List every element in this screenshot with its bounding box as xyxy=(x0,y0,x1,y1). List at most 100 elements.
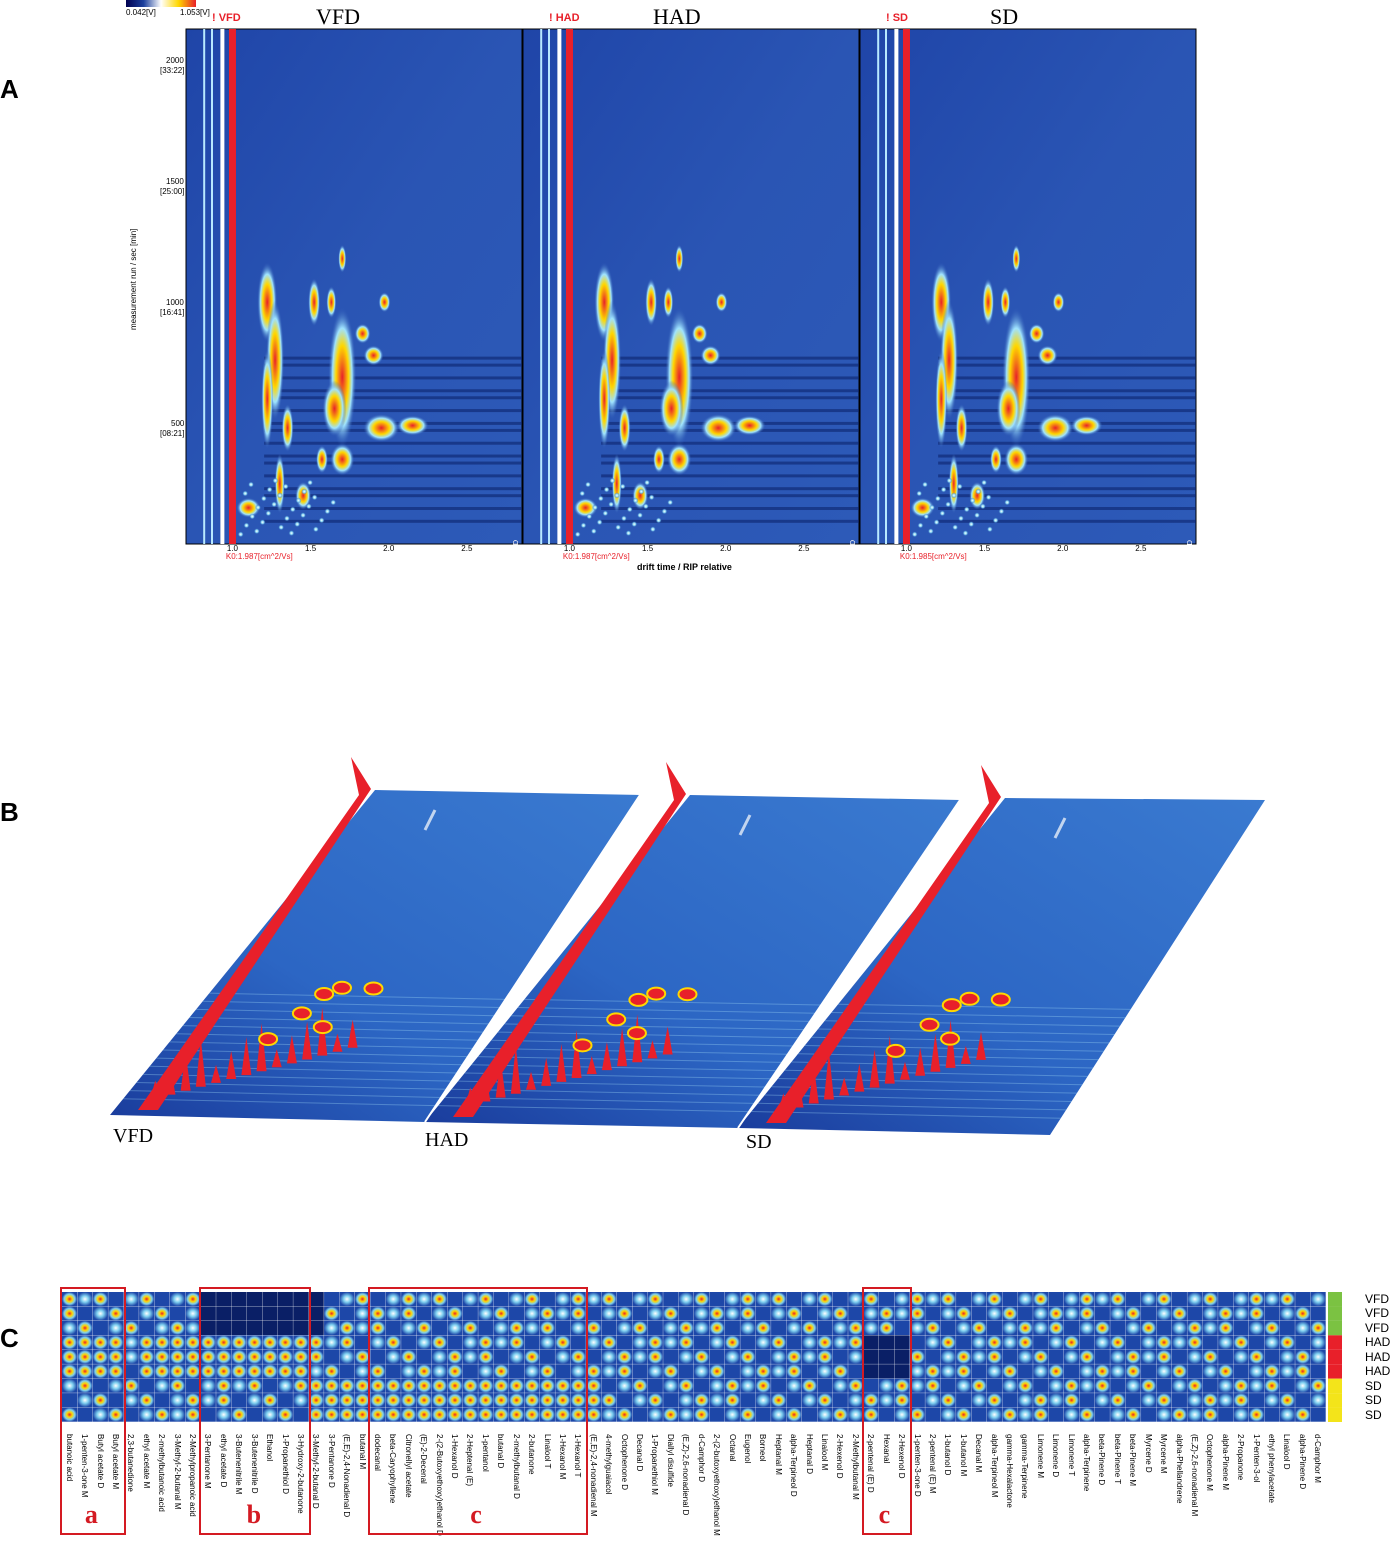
compound-peak xyxy=(715,292,728,313)
heatmap-area xyxy=(185,28,523,545)
fingerprint-cell xyxy=(1279,1335,1295,1350)
fingerprint-cell xyxy=(509,1306,525,1321)
fingerprint-cell xyxy=(555,1292,571,1307)
column-header: alpha-Pinene D xyxy=(1297,1434,1307,1490)
fingerprint-cell xyxy=(570,1292,586,1307)
background-band xyxy=(264,454,522,458)
fingerprint-cell xyxy=(678,1364,694,1379)
minor-peak xyxy=(962,530,969,537)
fingerprint-cell xyxy=(1033,1292,1049,1307)
fingerprint-cell xyxy=(1002,1335,1018,1350)
fingerprint-cell xyxy=(755,1306,771,1321)
fingerprint-cell xyxy=(894,1393,910,1408)
fingerprint-cell xyxy=(832,1292,848,1307)
fingerprint-cell xyxy=(92,1378,108,1393)
minor-peak xyxy=(289,506,296,513)
fingerprint-cell xyxy=(277,1349,293,1364)
column-header: 1-penten-3-one D xyxy=(912,1434,922,1497)
sample-tag: ! HAD xyxy=(549,12,580,24)
fingerprint-cell xyxy=(1048,1335,1064,1350)
fingerprint-cell xyxy=(231,1292,247,1307)
fingerprint-cell xyxy=(586,1306,602,1321)
fingerprint-cell xyxy=(416,1393,432,1408)
fingerprint-cell xyxy=(1033,1306,1049,1321)
fingerprint-cell xyxy=(817,1320,833,1336)
fingerprint-cell xyxy=(185,1320,201,1336)
minor-peak xyxy=(631,521,638,528)
peak-spike xyxy=(915,1047,926,1076)
fingerprint-cell xyxy=(293,1364,309,1379)
fingerprint-cell xyxy=(755,1349,771,1364)
fingerprint-cell xyxy=(663,1306,679,1321)
compound-peak xyxy=(598,348,611,449)
fingerprint-cell xyxy=(462,1407,478,1422)
background-band xyxy=(938,441,1196,445)
fingerprint-cell xyxy=(1295,1320,1311,1336)
fingerprint-cell xyxy=(1033,1364,1049,1379)
row-label: HAD xyxy=(1365,1335,1391,1350)
fingerprint-cell xyxy=(1279,1292,1295,1307)
minor-peak xyxy=(603,486,610,493)
peak-spike xyxy=(211,1064,222,1083)
fingerprint-cell xyxy=(925,1292,941,1307)
fingerprint-cell xyxy=(339,1292,355,1307)
fingerprint-cell xyxy=(909,1407,925,1422)
fingerprint-cell xyxy=(1033,1407,1049,1422)
fingerprint-cell xyxy=(755,1320,771,1336)
column-header: Decanal D xyxy=(635,1434,645,1472)
fingerprint-cell xyxy=(1233,1378,1249,1393)
fingerprint-cell xyxy=(1264,1306,1280,1321)
fingerprint-cell xyxy=(848,1306,864,1321)
peak-spike xyxy=(930,1033,941,1072)
fingerprint-cell xyxy=(971,1292,987,1307)
fingerprint-cell xyxy=(139,1364,155,1379)
fingerprint-cell xyxy=(740,1364,756,1379)
fingerprint-cell xyxy=(632,1364,648,1379)
peak-spike xyxy=(256,1023,267,1072)
fingerprint-cell xyxy=(878,1364,895,1379)
fingerprint-cell xyxy=(493,1393,509,1408)
fingerprint-cell xyxy=(447,1364,463,1379)
fingerprint-cell xyxy=(370,1320,386,1336)
minor-peak xyxy=(259,519,266,526)
peak-spike xyxy=(541,1057,552,1086)
background-band xyxy=(938,454,1196,458)
fingerprint-cell xyxy=(262,1335,278,1350)
fingerprint-cell xyxy=(755,1364,771,1379)
minor-peak xyxy=(642,503,649,510)
surface-line xyxy=(831,1012,1126,1019)
fingerprint-cell xyxy=(832,1349,848,1364)
fingerprint-cell xyxy=(154,1349,170,1364)
fingerprint-cell xyxy=(62,1292,78,1307)
background-band xyxy=(264,396,522,400)
fingerprint-cell xyxy=(431,1393,448,1408)
row-label: VFD xyxy=(1365,1306,1389,1321)
compound-peak xyxy=(281,403,294,452)
panel-c-fingerprint xyxy=(62,1292,1342,1422)
fingerprint-cell xyxy=(1017,1364,1033,1379)
sample-title: SD xyxy=(990,4,1019,29)
row-label: SD xyxy=(1365,1407,1382,1422)
compound-peak-3d xyxy=(628,992,649,1007)
fingerprint-cell xyxy=(262,1292,278,1307)
fingerprint-cell xyxy=(1202,1292,1218,1307)
fingerprint-cell xyxy=(1125,1407,1141,1422)
y-tick-sublabel: [08:21] xyxy=(160,429,185,439)
fingerprint-cell xyxy=(694,1306,710,1321)
fingerprint-cell xyxy=(324,1306,340,1321)
peak-spike xyxy=(586,1056,597,1075)
fingerprint-cell xyxy=(1310,1292,1326,1307)
fingerprint-cell xyxy=(401,1320,417,1336)
fingerprint-cell xyxy=(139,1320,155,1336)
fingerprint-cell xyxy=(1110,1335,1126,1350)
fingerprint-cell xyxy=(1094,1320,1110,1336)
column-header: alpha-Terpineol M xyxy=(989,1434,999,1498)
column-header: Myrcene M xyxy=(1159,1434,1169,1474)
fingerprint-cell xyxy=(123,1335,139,1350)
fingerprint-cell xyxy=(709,1349,725,1364)
fingerprint-cell xyxy=(509,1349,525,1364)
sample-heatmap-had: HAD xyxy=(522,28,860,555)
fingerprint-cell xyxy=(1187,1306,1203,1321)
panel-label-c: C xyxy=(0,1323,19,1353)
fingerprint-cell xyxy=(1233,1306,1249,1321)
